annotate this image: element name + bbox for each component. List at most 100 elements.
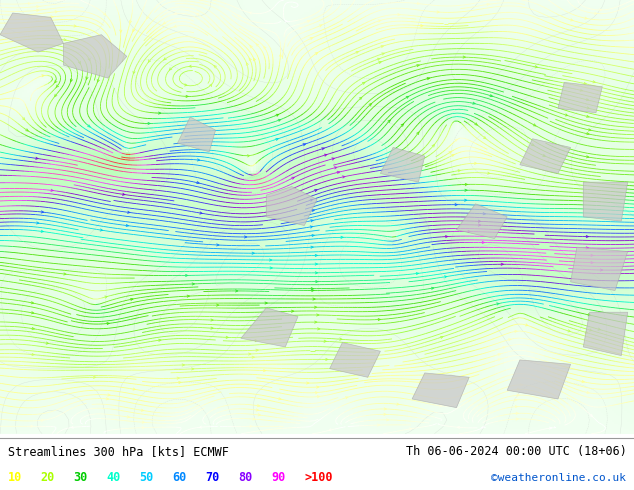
FancyArrowPatch shape [329,429,332,431]
FancyArrowPatch shape [265,302,267,304]
FancyArrowPatch shape [174,12,177,15]
FancyArrowPatch shape [588,129,591,131]
FancyArrowPatch shape [397,403,399,405]
FancyArrowPatch shape [71,426,74,428]
FancyArrowPatch shape [256,409,259,411]
FancyArrowPatch shape [264,47,266,49]
FancyArrowPatch shape [31,425,33,427]
FancyArrowPatch shape [377,424,380,426]
FancyArrowPatch shape [346,397,348,399]
FancyArrowPatch shape [585,331,588,333]
FancyArrowPatch shape [299,27,302,29]
FancyArrowPatch shape [465,189,467,192]
FancyArrowPatch shape [585,17,587,19]
FancyArrowPatch shape [482,242,484,244]
FancyArrowPatch shape [87,125,90,127]
Polygon shape [0,13,63,52]
FancyArrowPatch shape [398,14,400,16]
FancyArrowPatch shape [332,158,334,160]
FancyArrowPatch shape [32,327,34,330]
FancyArrowPatch shape [184,84,187,86]
FancyArrowPatch shape [211,327,213,329]
FancyArrowPatch shape [439,405,442,407]
FancyArrowPatch shape [599,9,602,11]
FancyArrowPatch shape [457,426,460,429]
FancyArrowPatch shape [586,98,588,101]
FancyArrowPatch shape [250,46,252,48]
FancyArrowPatch shape [250,425,252,427]
FancyArrowPatch shape [316,314,319,316]
FancyArrowPatch shape [200,212,202,214]
FancyArrowPatch shape [292,310,294,312]
FancyArrowPatch shape [148,60,150,62]
FancyArrowPatch shape [324,340,327,343]
Polygon shape [241,308,298,347]
Polygon shape [380,147,425,182]
FancyArrowPatch shape [420,381,422,384]
FancyArrowPatch shape [252,356,254,358]
FancyArrowPatch shape [382,53,384,55]
FancyArrowPatch shape [501,263,503,266]
FancyArrowPatch shape [496,303,499,305]
FancyArrowPatch shape [270,267,272,269]
FancyArrowPatch shape [543,154,545,156]
FancyArrowPatch shape [568,330,571,332]
Text: 80: 80 [238,471,252,484]
FancyArrowPatch shape [276,138,278,141]
FancyArrowPatch shape [508,339,511,341]
FancyArrowPatch shape [337,172,339,173]
FancyArrowPatch shape [146,16,149,19]
FancyArrowPatch shape [197,13,199,16]
FancyArrowPatch shape [186,95,188,98]
FancyArrowPatch shape [311,246,313,248]
FancyArrowPatch shape [312,234,314,237]
FancyArrowPatch shape [446,236,448,238]
FancyArrowPatch shape [158,112,161,114]
FancyArrowPatch shape [122,193,125,196]
FancyArrowPatch shape [377,58,380,60]
FancyArrowPatch shape [269,259,272,261]
FancyArrowPatch shape [517,394,519,396]
FancyArrowPatch shape [177,377,179,379]
FancyArrowPatch shape [97,79,100,82]
FancyArrowPatch shape [254,58,256,61]
FancyArrowPatch shape [63,39,66,41]
FancyArrowPatch shape [388,120,390,122]
FancyArrowPatch shape [515,330,517,333]
FancyArrowPatch shape [179,381,181,384]
FancyArrowPatch shape [416,272,418,275]
FancyArrowPatch shape [103,13,106,15]
FancyArrowPatch shape [315,272,318,274]
FancyArrowPatch shape [473,102,475,104]
FancyArrowPatch shape [334,167,337,169]
FancyArrowPatch shape [217,244,219,246]
FancyArrowPatch shape [449,151,451,154]
FancyArrowPatch shape [369,103,372,106]
FancyArrowPatch shape [164,22,166,24]
FancyArrowPatch shape [587,107,589,109]
FancyArrowPatch shape [88,58,90,61]
FancyArrowPatch shape [238,15,240,17]
FancyArrowPatch shape [303,144,306,146]
FancyArrowPatch shape [41,211,44,213]
FancyArrowPatch shape [465,183,467,186]
FancyArrowPatch shape [482,426,486,428]
FancyArrowPatch shape [378,62,381,64]
FancyArrowPatch shape [531,144,534,146]
FancyArrowPatch shape [186,274,188,276]
FancyArrowPatch shape [455,203,457,206]
FancyArrowPatch shape [432,145,434,147]
FancyArrowPatch shape [142,426,145,429]
FancyArrowPatch shape [197,181,199,184]
FancyArrowPatch shape [191,368,194,370]
FancyArrowPatch shape [314,306,317,308]
FancyArrowPatch shape [387,419,389,421]
FancyArrowPatch shape [503,346,505,348]
FancyArrowPatch shape [549,427,552,429]
FancyArrowPatch shape [318,328,320,330]
FancyArrowPatch shape [381,46,384,48]
FancyArrowPatch shape [247,155,250,157]
FancyArrowPatch shape [211,319,213,321]
FancyArrowPatch shape [32,353,34,356]
FancyArrowPatch shape [315,53,318,55]
